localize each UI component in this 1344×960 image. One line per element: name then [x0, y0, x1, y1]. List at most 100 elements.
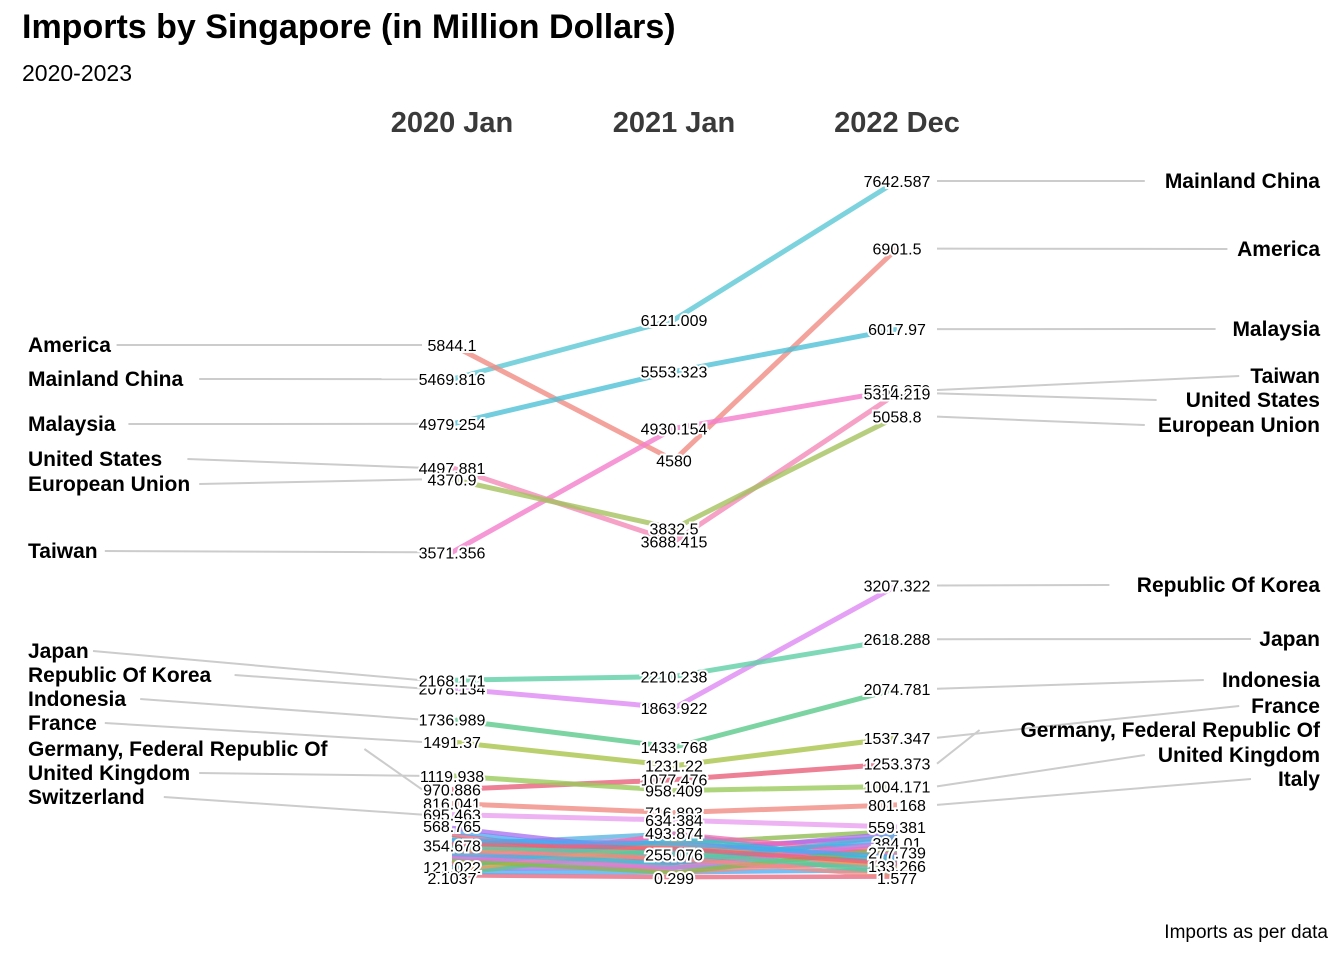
series-label-right: Taiwan [1250, 365, 1320, 388]
value-label: 5553.323 [641, 365, 708, 382]
chart-caption: Imports as per data [1164, 922, 1328, 943]
value-label: 6121.009 [641, 313, 708, 330]
value-label: 2.1037 [428, 871, 477, 888]
series-label-right: Germany, Federal Republic Of [1020, 719, 1321, 742]
series-label-right: European Union [1158, 414, 1320, 437]
value-label: 3832.5 [650, 521, 699, 538]
value-label: 1231.22 [645, 759, 703, 776]
leader-line [936, 778, 1252, 806]
value-label: 958.409 [645, 784, 703, 801]
series-label-left: Malaysia [28, 413, 116, 436]
value-label: 2074.781 [864, 682, 931, 699]
leader-line [163, 796, 423, 816]
value-label: 716.893 [645, 806, 703, 823]
value-label: 493.874 [645, 826, 703, 843]
series-line [451, 812, 898, 830]
value-label: 5469.816 [419, 372, 486, 389]
value-label: 4497.881 [419, 461, 486, 478]
series-line [451, 773, 898, 794]
value-label: 7642.587 [864, 174, 931, 191]
value-label: 1491.37 [423, 735, 481, 752]
series-label-right: Indonesia [1222, 669, 1320, 692]
leader-line [936, 705, 1240, 739]
value-label: 634.384 [645, 813, 703, 830]
series-label-left: United States [28, 448, 162, 471]
value-label: 121.022 [423, 860, 481, 877]
value-label: 277.739 [868, 846, 926, 863]
leader-line [936, 392, 1157, 401]
series-line [451, 178, 899, 382]
value-label: 1537.347 [864, 731, 931, 748]
value-label: 1253.373 [864, 757, 931, 774]
value-label: 5844.1 [428, 338, 477, 355]
value-label: 1433.768 [641, 740, 708, 757]
series-label-right: Malaysia [1232, 318, 1320, 341]
leader-line [104, 550, 423, 554]
leader-line [363, 748, 423, 791]
leader-line [234, 674, 423, 690]
value-label: 970.886 [423, 782, 481, 799]
series-label-left: European Union [28, 473, 190, 496]
series-label-right: United States [1186, 389, 1320, 412]
value-label: 801.168 [868, 798, 926, 815]
value-label: 384.01 [873, 836, 922, 853]
series-line [451, 735, 898, 769]
value-label: 5350.279 [864, 383, 931, 400]
chart-title: Imports by Singapore (in Million Dollars… [22, 8, 676, 46]
series-label-right: Mainland China [1165, 170, 1320, 193]
value-label: 568.765 [423, 819, 481, 836]
value-label: 354.678 [423, 839, 481, 856]
value-label: 2210.238 [641, 669, 708, 686]
value-label: 2168.171 [419, 673, 486, 690]
series-line [451, 801, 898, 816]
value-label: 816.041 [423, 797, 481, 814]
value-label: 695.463 [423, 808, 481, 825]
value-label: 1004.171 [864, 779, 931, 796]
series-label-left: America [28, 334, 111, 357]
minor-series-line [451, 844, 898, 873]
value-label: 5314.219 [864, 386, 931, 403]
value-label: 6017.97 [868, 322, 926, 339]
series-label-right: France [1251, 695, 1320, 718]
series-line [451, 326, 898, 427]
value-label: 2618.288 [864, 632, 931, 649]
value-label: 4930.154 [641, 421, 708, 438]
leader-line [187, 458, 423, 469]
value-label: 4370.9 [428, 472, 477, 489]
leader-line [92, 650, 423, 682]
series-line [451, 686, 898, 750]
value-label: 5058.8 [873, 410, 922, 427]
series-label-left: United Kingdom [28, 762, 190, 785]
value-label: 1077.476 [641, 773, 708, 790]
value-label: 3571.356 [419, 545, 486, 562]
value-label: 255.076 [645, 848, 703, 865]
leader-line [936, 415, 1145, 426]
series-line [450, 387, 898, 555]
minor-series-line [451, 841, 898, 866]
series-label-right: United Kingdom [1158, 744, 1320, 767]
value-label: 1119.938 [420, 769, 484, 786]
period-header: 2020 Jan [391, 107, 514, 139]
value-label: 1.577 [877, 871, 917, 888]
series-line [450, 246, 899, 464]
value-label: 4979.254 [419, 417, 486, 434]
leader-line [936, 375, 1240, 392]
leader-line [936, 729, 981, 765]
series-label-left: Republic Of Korea [28, 664, 212, 687]
series-label-right: Italy [1278, 768, 1320, 791]
chart-subtitle: 2020-2023 [22, 60, 132, 86]
value-label: 133.266 [868, 859, 926, 876]
series-label-left: Taiwan [28, 540, 98, 563]
minor-series-line [451, 833, 898, 866]
minor-series-line [451, 873, 898, 880]
series-label-left: Indonesia [28, 688, 126, 711]
period-header: 2021 Jan [613, 107, 736, 139]
value-label: 3688.415 [641, 535, 708, 552]
leader-line [936, 754, 1145, 788]
series-line [451, 414, 899, 532]
value-label: 2078.134 [419, 681, 486, 698]
series-label-left: Germany, Federal Republic Of [28, 738, 329, 761]
series-label-right: Japan [1259, 628, 1320, 651]
series-line [451, 391, 899, 545]
